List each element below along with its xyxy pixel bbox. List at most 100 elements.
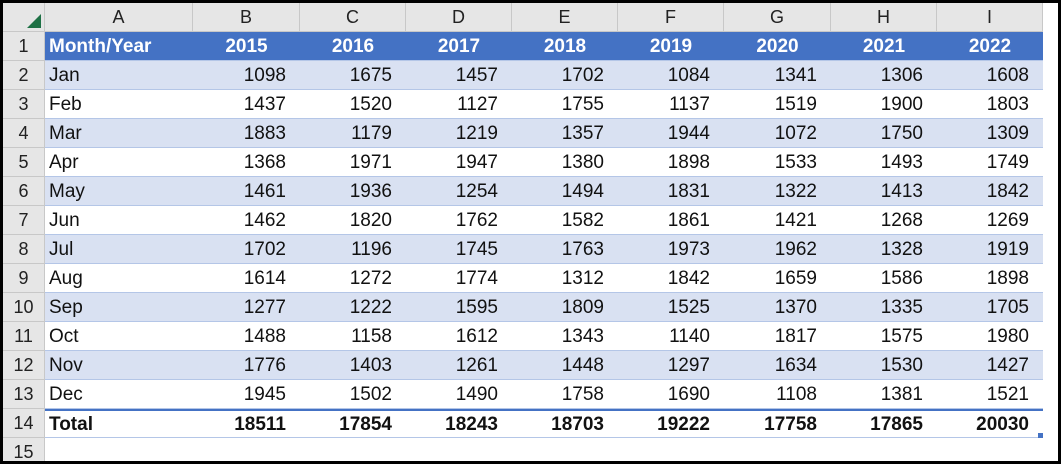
value-cell[interactable]: 1530	[831, 351, 937, 380]
row-number[interactable]: 12	[3, 351, 45, 380]
value-cell[interactable]: 1457	[406, 61, 512, 90]
value-cell[interactable]: 1820	[300, 206, 406, 235]
value-cell[interactable]: 1944	[618, 119, 724, 148]
year-header-cell[interactable]: 2018	[512, 32, 618, 61]
value-cell[interactable]: 1312	[512, 264, 618, 293]
value-cell[interactable]: 1659	[724, 264, 831, 293]
table-resize-handle[interactable]	[1038, 433, 1043, 438]
value-cell[interactable]: 17854	[300, 409, 406, 438]
value-cell[interactable]: 1586	[831, 264, 937, 293]
row-label-cell[interactable]: Nov	[45, 351, 193, 380]
value-cell[interactable]: 1762	[406, 206, 512, 235]
year-header-cell[interactable]: 2021	[831, 32, 937, 61]
value-cell[interactable]: 1380	[512, 148, 618, 177]
value-cell[interactable]: 1749	[937, 148, 1043, 177]
value-cell[interactable]: 1525	[618, 293, 724, 322]
column-header-f[interactable]: F	[618, 3, 724, 32]
value-cell[interactable]: 1343	[512, 322, 618, 351]
value-cell[interactable]: 1328	[831, 235, 937, 264]
row-number[interactable]: 14	[3, 409, 45, 438]
value-cell[interactable]: 1381	[831, 380, 937, 409]
value-cell[interactable]: 1842	[937, 177, 1043, 206]
value-cell[interactable]: 1919	[937, 235, 1043, 264]
year-header-cell[interactable]: 2016	[300, 32, 406, 61]
value-cell[interactable]: 1098	[193, 61, 300, 90]
row-number[interactable]: 1	[3, 32, 45, 61]
value-cell[interactable]: 1309	[937, 119, 1043, 148]
value-cell[interactable]: 1462	[193, 206, 300, 235]
row-number[interactable]: 11	[3, 322, 45, 351]
value-cell[interactable]: 1437	[193, 90, 300, 119]
row-label-cell[interactable]: Feb	[45, 90, 193, 119]
value-cell[interactable]: 1936	[300, 177, 406, 206]
value-cell[interactable]: 1690	[618, 380, 724, 409]
row-number[interactable]: 7	[3, 206, 45, 235]
column-header-g[interactable]: G	[724, 3, 831, 32]
value-cell[interactable]: 19222	[618, 409, 724, 438]
value-cell[interactable]: 1763	[512, 235, 618, 264]
value-cell[interactable]: 1072	[724, 119, 831, 148]
value-cell[interactable]: 1322	[724, 177, 831, 206]
value-cell[interactable]: 17865	[831, 409, 937, 438]
value-cell[interactable]: 1084	[618, 61, 724, 90]
value-cell[interactable]: 1809	[512, 293, 618, 322]
value-cell[interactable]: 1488	[193, 322, 300, 351]
value-cell[interactable]: 1533	[724, 148, 831, 177]
value-cell[interactable]: 1776	[193, 351, 300, 380]
value-cell[interactable]: 1675	[300, 61, 406, 90]
value-cell[interactable]: 1272	[300, 264, 406, 293]
value-cell[interactable]: 1127	[406, 90, 512, 119]
year-header-cell[interactable]: 2022	[937, 32, 1043, 61]
row-number[interactable]: 2	[3, 61, 45, 90]
value-cell[interactable]: 1370	[724, 293, 831, 322]
value-cell[interactable]: 1898	[618, 148, 724, 177]
value-cell[interactable]: 1520	[300, 90, 406, 119]
row-number[interactable]: 6	[3, 177, 45, 206]
column-header-b[interactable]: B	[193, 3, 300, 32]
value-cell[interactable]: 1521	[937, 380, 1043, 409]
row-number[interactable]: 15	[3, 438, 45, 461]
row-number[interactable]: 3	[3, 90, 45, 119]
value-cell[interactable]: 1306	[831, 61, 937, 90]
column-header-h[interactable]: H	[831, 3, 937, 32]
value-cell[interactable]: 1755	[512, 90, 618, 119]
value-cell[interactable]: 17758	[724, 409, 831, 438]
value-cell[interactable]: 1842	[618, 264, 724, 293]
value-cell[interactable]: 1277	[193, 293, 300, 322]
value-cell[interactable]: 1702	[512, 61, 618, 90]
value-cell[interactable]: 1774	[406, 264, 512, 293]
value-cell[interactable]: 1575	[831, 322, 937, 351]
value-cell[interactable]: 1582	[512, 206, 618, 235]
value-cell[interactable]: 1140	[618, 322, 724, 351]
value-cell[interactable]: 1980	[937, 322, 1043, 351]
value-cell[interactable]: 18703	[512, 409, 618, 438]
value-cell[interactable]: 1219	[406, 119, 512, 148]
value-cell[interactable]: 1947	[406, 148, 512, 177]
value-cell[interactable]: 18243	[406, 409, 512, 438]
value-cell[interactable]: 1490	[406, 380, 512, 409]
row-number[interactable]: 5	[3, 148, 45, 177]
row-number[interactable]: 9	[3, 264, 45, 293]
row-label-cell[interactable]: Total	[45, 409, 193, 438]
value-cell[interactable]: 1898	[937, 264, 1043, 293]
row-label-cell[interactable]: Apr	[45, 148, 193, 177]
column-header-e[interactable]: E	[512, 3, 618, 32]
row-label-cell[interactable]: Jan	[45, 61, 193, 90]
value-cell[interactable]: 1268	[831, 206, 937, 235]
value-cell[interactable]: 1297	[618, 351, 724, 380]
value-cell[interactable]: 1750	[831, 119, 937, 148]
year-header-cell[interactable]: 2015	[193, 32, 300, 61]
value-cell[interactable]: 1745	[406, 235, 512, 264]
row-number[interactable]: 10	[3, 293, 45, 322]
value-cell[interactable]: 1519	[724, 90, 831, 119]
value-cell[interactable]: 1608	[937, 61, 1043, 90]
value-cell[interactable]: 1494	[512, 177, 618, 206]
column-header-a[interactable]: A	[45, 3, 193, 32]
value-cell[interactable]: 1427	[937, 351, 1043, 380]
select-all-corner[interactable]	[3, 3, 45, 32]
row-label-cell[interactable]: Dec	[45, 380, 193, 409]
value-cell[interactable]: 1705	[937, 293, 1043, 322]
row-number[interactable]: 13	[3, 380, 45, 409]
value-cell[interactable]: 1357	[512, 119, 618, 148]
row-label-cell[interactable]: Sep	[45, 293, 193, 322]
